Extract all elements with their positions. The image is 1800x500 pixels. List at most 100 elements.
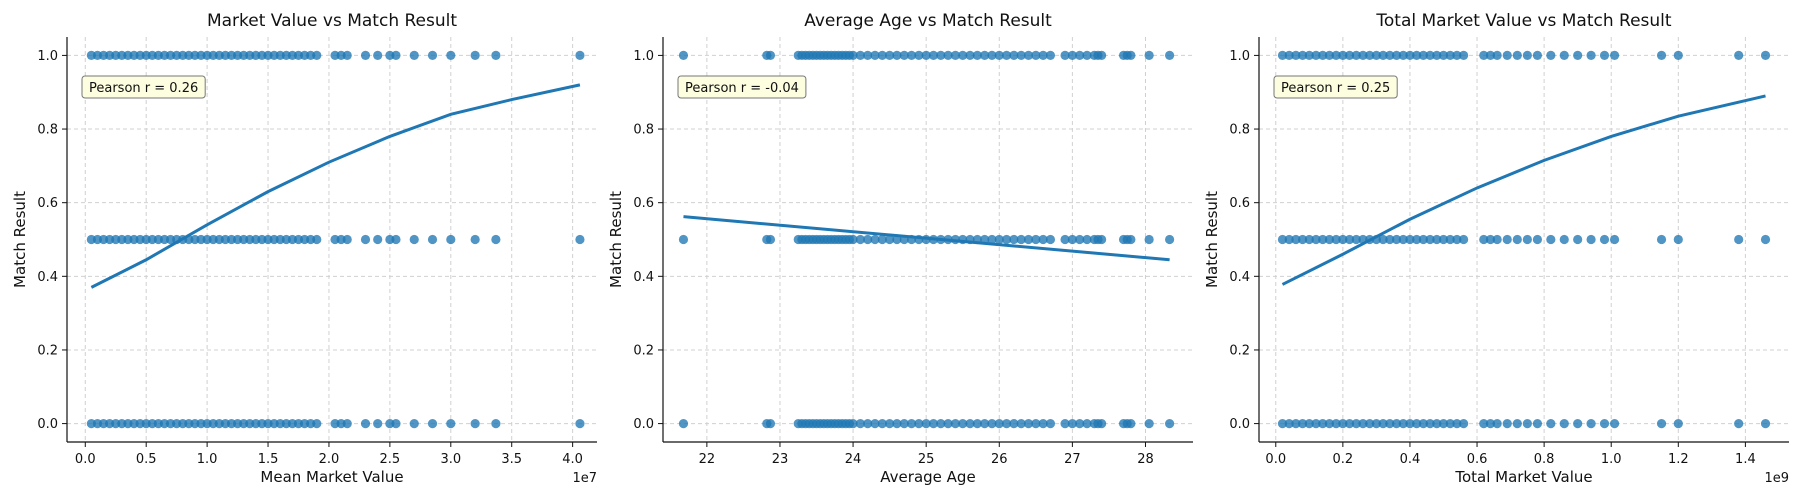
data-point	[678, 418, 689, 429]
x-tick-label: 0.5	[136, 452, 157, 467]
data-point	[360, 418, 371, 429]
fit-line	[90, 83, 581, 289]
data-point	[1599, 234, 1610, 245]
data-point	[1425, 234, 1435, 245]
fit-line	[683, 215, 1170, 262]
annotation-box	[1273, 75, 1398, 99]
data-point	[1459, 418, 1469, 429]
data-point	[994, 50, 1004, 61]
data-point	[1734, 50, 1744, 61]
data-point	[1365, 50, 1375, 61]
x-tick-label: 23	[772, 452, 789, 467]
data-point	[1031, 234, 1041, 245]
data-point	[1023, 50, 1034, 61]
data-point	[1573, 50, 1583, 61]
data-point	[1438, 418, 1449, 429]
data-point	[1045, 234, 1056, 245]
data-point	[1311, 418, 1321, 429]
data-point	[342, 234, 352, 245]
data-point	[1126, 234, 1136, 245]
data-point	[1432, 50, 1442, 61]
data-point	[1438, 234, 1449, 245]
data-point	[848, 234, 858, 245]
data-point	[409, 50, 419, 61]
data-point	[1298, 418, 1308, 429]
data-point	[678, 234, 689, 245]
data-point	[1425, 50, 1435, 61]
data-point	[1331, 50, 1341, 61]
data-point	[1126, 50, 1136, 61]
data-point	[1492, 50, 1502, 61]
x-offset-label: 1e9	[1764, 471, 1789, 486]
data-point	[1067, 234, 1077, 245]
data-point	[855, 50, 865, 61]
data-point	[1060, 234, 1070, 245]
data-point	[994, 234, 1004, 245]
data-point	[1344, 418, 1355, 429]
data-point	[1459, 50, 1469, 61]
data-point	[1385, 234, 1395, 245]
data-point	[312, 418, 322, 429]
data-point	[1371, 50, 1382, 61]
data-point	[1378, 418, 1388, 429]
data-point	[1344, 50, 1355, 61]
data-point	[980, 418, 990, 429]
y-tick-label: 0.8	[37, 123, 58, 138]
data-point	[1097, 234, 1107, 245]
data-point	[1378, 50, 1388, 61]
data-point	[1304, 418, 1314, 429]
x-tick-label: 0.6	[1467, 452, 1488, 467]
data-point	[1324, 234, 1335, 245]
data-point	[1144, 50, 1154, 61]
annotation-text: Pearson r = 0.26	[89, 81, 198, 96]
data-point	[863, 50, 873, 61]
x-tick-label: 22	[699, 452, 716, 467]
data-point	[1492, 418, 1502, 429]
data-point	[1502, 418, 1512, 429]
x-tick-label: 1.0	[1601, 452, 1622, 467]
data-point	[1371, 418, 1382, 429]
pearson-annotation: Pearson r = 0.25	[1273, 75, 1398, 99]
data-point	[1532, 50, 1543, 61]
fit-line	[1281, 94, 1766, 286]
y-tick-label: 0.8	[633, 123, 654, 138]
data-point	[1318, 50, 1328, 61]
data-point	[1445, 418, 1455, 429]
data-point	[1045, 418, 1056, 429]
data-point	[1324, 50, 1335, 61]
data-point	[1391, 234, 1402, 245]
data-point	[936, 418, 946, 429]
data-point	[1599, 418, 1610, 429]
y-axis-label: Match Result	[1203, 191, 1221, 288]
data-point	[409, 418, 419, 429]
data-point	[1609, 234, 1620, 245]
data-point	[575, 234, 585, 245]
point-row-2	[1277, 418, 1771, 429]
x-axis-label: Mean Market Value	[260, 468, 403, 486]
y-tick-label: 1.0	[1229, 49, 1250, 64]
data-point	[994, 418, 1004, 429]
data-point	[1331, 234, 1341, 245]
data-point	[906, 50, 917, 61]
data-point	[899, 418, 909, 429]
data-point	[342, 50, 352, 61]
data-point	[980, 50, 990, 61]
data-point	[1760, 50, 1771, 61]
x-axis-label: Average Age	[880, 468, 975, 486]
x-tick-label: 0.8	[1534, 452, 1555, 467]
data-point	[1031, 418, 1041, 429]
data-point	[427, 50, 438, 61]
data-point	[1304, 234, 1314, 245]
x-tick-label: 28	[1137, 452, 1154, 467]
data-point	[1586, 418, 1596, 429]
data-point	[1734, 234, 1744, 245]
data-point	[1001, 50, 1012, 61]
data-point	[1546, 234, 1556, 245]
data-point	[575, 418, 585, 429]
data-point	[491, 50, 501, 61]
data-point	[1067, 50, 1077, 61]
data-point	[1338, 50, 1348, 61]
y-tick-label: 0.4	[633, 270, 654, 285]
chart-title: Market Value vs Match Result	[207, 11, 457, 31]
data-point	[1277, 418, 1288, 429]
